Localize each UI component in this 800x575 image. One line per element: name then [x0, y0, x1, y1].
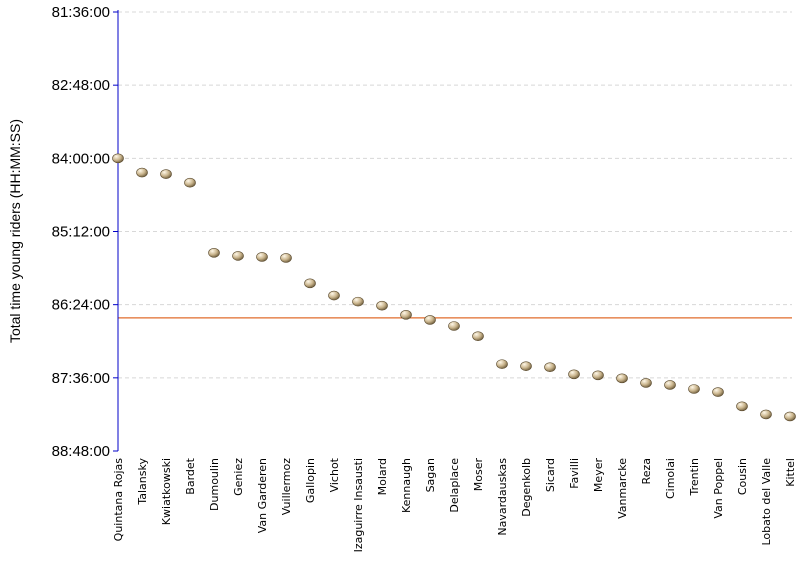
- data-point: [184, 177, 196, 188]
- x-category-label: Meyer: [592, 458, 605, 493]
- x-category-label: Molard: [376, 458, 389, 495]
- grid-lines: [118, 11, 792, 379]
- x-category-label: Van Garderen: [256, 458, 269, 533]
- y-axis-ticks: 81:36:00 82:48:00 84:00:00 85:12:00 86:24:00…: [52, 4, 118, 460]
- x-category-label: Moser: [472, 458, 485, 492]
- x-category-label: Sicard: [544, 458, 557, 492]
- y-axis-title: Total time young riders (HH:MM:SS): [7, 119, 23, 343]
- y-tick-label: 84:00:00: [52, 150, 110, 167]
- y-tick-label: 87:36:00: [52, 370, 110, 387]
- x-category-label: Vanmarcke: [616, 458, 629, 519]
- x-category-label: Quintana Rojas: [112, 458, 125, 542]
- data-point: [136, 167, 148, 178]
- data-point: [232, 251, 244, 261]
- x-category-label: Delaplace: [448, 458, 461, 513]
- x-category-label: Trentin: [688, 458, 701, 496]
- x-category-label: Sagan: [424, 458, 437, 492]
- data-point: [376, 300, 388, 311]
- data-point: [160, 169, 172, 179]
- x-category-label: Dumoulin: [208, 458, 221, 511]
- data-point: [256, 252, 268, 262]
- y-tick-label: 82:48:00: [52, 77, 110, 94]
- x-category-label: Cimolai: [664, 458, 677, 499]
- data-point: [544, 362, 556, 372]
- x-category-label: Talansky: [136, 458, 149, 506]
- y-tick-label: 85:12:00: [52, 224, 110, 241]
- x-category-label: Gallopin: [304, 458, 317, 503]
- data-point: [448, 321, 460, 331]
- data-point: [472, 331, 484, 341]
- y-tick-label: 86:24:00: [52, 297, 110, 314]
- x-category-label: Kwiatkowski: [160, 458, 173, 525]
- x-category-label: Navardauskas: [496, 458, 509, 536]
- data-point: [616, 373, 628, 384]
- x-axis-labels: Quintana Rojas Talansky Kwiatkowski Bardet D…: [112, 457, 797, 552]
- x-category-label: Vichot: [328, 457, 341, 492]
- data-point: [640, 378, 652, 388]
- data-point: [328, 290, 340, 301]
- data-points: [112, 153, 796, 422]
- data-point: [424, 315, 436, 325]
- data-point: [112, 153, 124, 164]
- y-tick-label: 81:36:00: [52, 4, 110, 21]
- data-point: [520, 361, 532, 371]
- data-point: [304, 278, 316, 289]
- x-category-label: Favilli: [568, 458, 581, 489]
- data-point: [568, 369, 580, 380]
- data-point: [760, 409, 772, 420]
- data-point: [712, 387, 724, 397]
- data-point: [496, 359, 508, 369]
- data-point: [736, 401, 748, 412]
- data-point: [208, 248, 220, 258]
- x-category-label: Reza: [640, 458, 653, 484]
- x-category-label: Bardet: [184, 457, 197, 494]
- x-category-label: Lobato del Valle: [760, 458, 773, 546]
- data-point: [664, 380, 676, 390]
- data-point: [280, 253, 292, 263]
- x-category-label: Degenkolb: [520, 458, 533, 517]
- data-point: [784, 411, 796, 422]
- x-category-label: Vuillermoz: [280, 458, 293, 515]
- x-category-label: Kennaugh: [400, 458, 413, 513]
- data-point: [592, 370, 604, 381]
- x-category-label: Izaguirre Insausti: [352, 458, 365, 552]
- x-category-label: Geniez: [232, 458, 245, 496]
- data-point: [400, 310, 412, 320]
- x-category-label: Kittel: [784, 458, 797, 487]
- y-tick-label: 88:48:00: [52, 443, 110, 460]
- x-category-label: Cousin: [736, 458, 749, 495]
- x-category-label: Van Poppel: [712, 458, 725, 519]
- data-point: [688, 384, 700, 394]
- data-point: [352, 296, 364, 307]
